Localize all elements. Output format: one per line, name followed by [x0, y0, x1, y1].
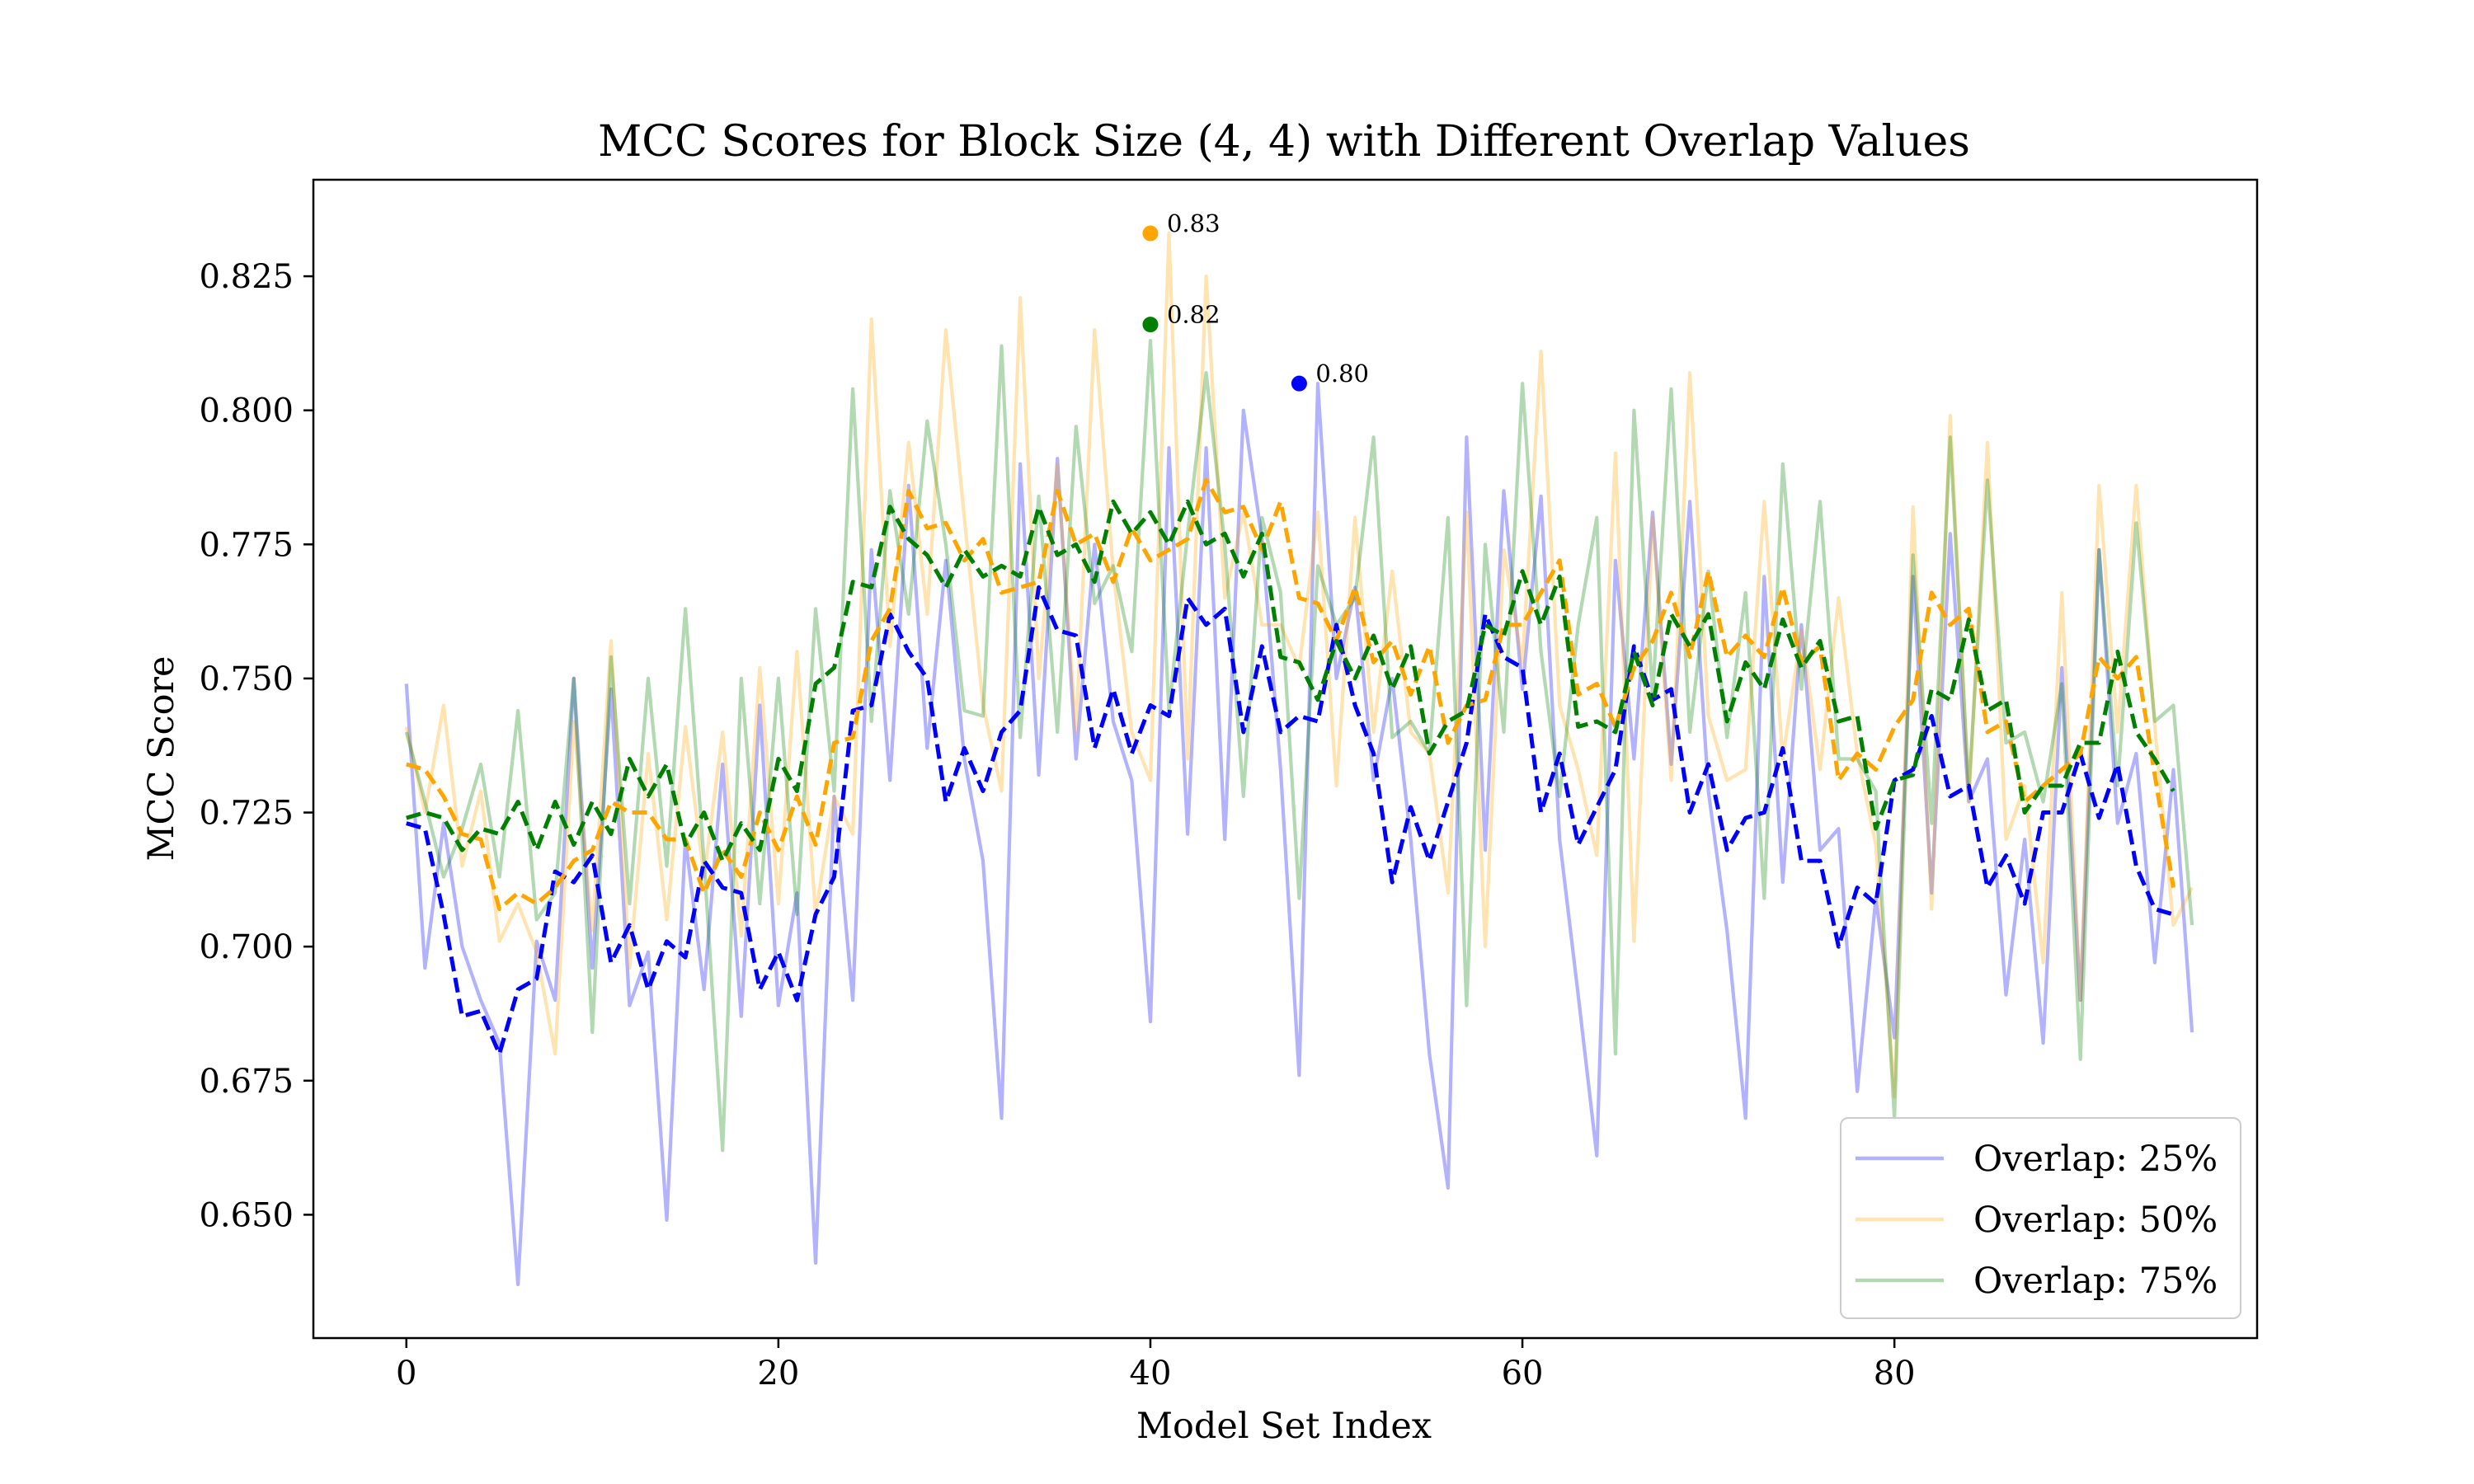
- annotation-label: 0.83: [1167, 209, 1221, 237]
- annotation-label: 0.82: [1167, 301, 1221, 329]
- y-tick-label: 0.675: [199, 1063, 294, 1101]
- annotation-label: 0.80: [1315, 359, 1369, 387]
- annotations: 0.83 0.82 0.80: [1142, 209, 1369, 392]
- axes-frame: [312, 178, 2259, 1340]
- y-tick-label: 0.775: [199, 526, 294, 564]
- legend: Overlap: 25% Overlap: 50% Overlap: 75%: [1840, 1117, 2241, 1319]
- series-line-smoothed-008000: [406, 499, 2175, 863]
- annotation-point: [1291, 375, 1307, 392]
- series-line-overlap-50: [404, 231, 2194, 1099]
- y-tick-label: 0.700: [199, 928, 294, 966]
- legend-label-overlap-50: Overlap: 50%: [1973, 1200, 2218, 1241]
- y-axis: 0.650 0.675 0.700 0.725 0.750 0.775 0.800 0.825: [199, 258, 313, 1234]
- series-line-smoothed-ffa500: [406, 477, 2175, 912]
- annotation-point: [1142, 317, 1159, 333]
- x-axis: 0 20 40 60 80: [396, 1338, 1916, 1392]
- y-tick-label: 0.650: [199, 1196, 294, 1234]
- legend-label-overlap-75: Overlap: 75%: [1973, 1261, 2218, 1302]
- x-tick-label: 80: [1874, 1355, 1916, 1392]
- y-tick-label: 0.800: [199, 392, 294, 430]
- y-tick-label: 0.750: [199, 660, 294, 698]
- legend-label-overlap-25: Overlap: 25%: [1973, 1139, 2218, 1180]
- legend-box: [1840, 1117, 2241, 1319]
- plot-area: [404, 231, 2194, 1287]
- series-line-smoothed-0000ff: [406, 585, 2175, 1056]
- annotation-point: [1142, 225, 1159, 242]
- x-axis-label: Model Set Index: [1136, 1406, 1432, 1447]
- y-axis-label: MCC Score: [141, 656, 182, 862]
- y-tick-label: 0.725: [199, 795, 294, 833]
- y-tick-label: 0.825: [199, 258, 294, 296]
- chart-title: MCC Scores for Block Size (4, 4) with Di…: [598, 117, 1970, 167]
- x-tick-label: 20: [757, 1355, 799, 1392]
- x-tick-label: 0: [396, 1355, 416, 1392]
- series-line-overlap-25: [404, 382, 2194, 1287]
- x-tick-label: 40: [1130, 1355, 1172, 1392]
- x-tick-label: 60: [1502, 1355, 1544, 1392]
